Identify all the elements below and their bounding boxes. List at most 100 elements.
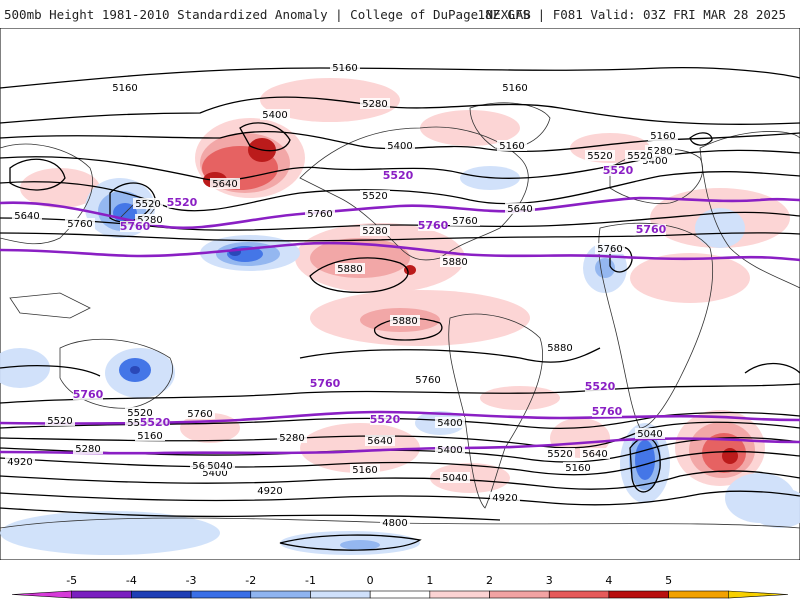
contour-label-bg xyxy=(45,415,75,426)
contour-labels: 5160 5160 5160 5160 5160 5280 5280 5280 5280 5400… xyxy=(5,62,678,529)
contour-label: 5160 xyxy=(137,431,162,442)
contour-label: 5280 xyxy=(279,433,304,444)
anomaly-area xyxy=(725,473,795,523)
highlight-contour-label-bg xyxy=(592,406,622,417)
contour-label: 5760 xyxy=(187,409,212,420)
contour-label: 5520 xyxy=(47,416,72,427)
indonesia-coast xyxy=(9,292,91,319)
contour-label-bg xyxy=(5,456,35,467)
colorbar-tick-label: -2 xyxy=(245,574,256,587)
africa-coast xyxy=(598,222,714,429)
map-panel[interactable]: 5160 5160 5160 5160 5160 5280 5280 5280 5280 5400… xyxy=(0,27,800,561)
contour-label-bg xyxy=(73,443,103,454)
anomaly-area xyxy=(420,110,520,146)
contour-label-bg xyxy=(360,190,390,201)
colorbar-segment xyxy=(11,590,72,599)
contour-label: 5280 xyxy=(647,146,672,157)
contour-label: 5880 xyxy=(547,343,572,354)
contour-label-bg xyxy=(210,178,240,189)
contour-label-bg xyxy=(65,218,95,229)
contour-label: 5160 xyxy=(332,63,357,74)
contour-label-bg xyxy=(133,198,163,209)
highlight-contour-label: 5520 xyxy=(383,169,414,182)
map-header: 500mb Height 1981-2010 Standardized Anom… xyxy=(0,0,800,28)
contour-label-bg xyxy=(380,517,410,528)
contour-label-bg xyxy=(135,214,165,225)
contour-line xyxy=(239,122,291,152)
contour-label: 5160 xyxy=(565,463,590,474)
anomaly-area xyxy=(340,540,380,550)
contour-label-bg xyxy=(335,263,365,274)
colorbar-segment xyxy=(489,590,550,599)
colorbar-tick-label: -4 xyxy=(126,574,137,587)
contour-label-bg xyxy=(185,408,215,419)
colorbar-segment xyxy=(369,590,431,599)
colorbar-segment xyxy=(71,590,132,599)
contour-line xyxy=(0,450,800,476)
contour-label-bg xyxy=(490,492,520,503)
contour-line xyxy=(0,67,800,89)
contour-line xyxy=(744,362,800,374)
contour-label-bg xyxy=(500,82,530,93)
contour-label: 5280 xyxy=(137,215,162,226)
colorbar-tick-label: 4 xyxy=(605,574,612,587)
anomaly-area xyxy=(722,448,738,464)
highlight-contour-label-bg xyxy=(603,165,633,176)
anomaly-area xyxy=(480,386,560,410)
contour-label-bg xyxy=(545,448,575,459)
contour-label-bg xyxy=(330,62,360,73)
contour-label: 4920 xyxy=(7,457,32,468)
south-america-coast xyxy=(448,313,544,509)
colorbar-tick-label: 0 xyxy=(367,574,374,587)
contour-label: 5880 xyxy=(442,257,467,268)
contour-label: 5760 xyxy=(67,219,92,230)
contour-label: 5640 xyxy=(507,204,532,215)
highlight-contour-label-bg xyxy=(120,221,150,232)
contour-line xyxy=(689,132,713,146)
highlight-contour-label-bg xyxy=(383,170,413,181)
contour-label: 5760 xyxy=(452,216,477,227)
contour-line xyxy=(0,436,800,463)
highlight-contour-label-bg xyxy=(418,220,448,231)
contour-label-bg xyxy=(390,315,420,326)
highlight-contour-label: 5760 xyxy=(636,223,667,236)
colorbar-segment xyxy=(608,590,669,599)
contour-label-bg xyxy=(255,485,285,496)
world-map: 5160 5160 5160 5160 5160 5280 5280 5280 5280 5400… xyxy=(0,27,800,561)
highlight-contour-label-bg xyxy=(370,414,400,425)
contour-label-bg xyxy=(385,140,415,151)
highlight-contour-label: 5760 xyxy=(73,388,104,401)
colorbar-segment xyxy=(250,590,311,599)
highlight-contour-label-bg xyxy=(73,389,103,400)
contour-line xyxy=(0,232,800,242)
contour-label-bg xyxy=(450,215,480,226)
contour-label: 5040 xyxy=(442,473,467,484)
contour-label: 5040 xyxy=(207,461,232,472)
highlight-contour-label: 5520 xyxy=(603,164,634,177)
contour-line xyxy=(279,534,422,551)
colorbar-segment xyxy=(668,590,729,599)
contour-label-bg xyxy=(440,472,470,483)
contour-label: 5760 xyxy=(597,244,622,255)
contour-label: 5400 xyxy=(202,468,227,479)
highlight-contour-label: 5760 xyxy=(120,220,151,233)
contour-label-bg xyxy=(580,448,610,459)
contour-label-bg xyxy=(12,210,42,221)
anomaly-area xyxy=(130,366,140,374)
contour-label: 5160 xyxy=(650,131,675,142)
contour-label: 5880 xyxy=(337,264,362,275)
highlight-contour-label-bg xyxy=(140,417,170,428)
contour-label: 5640 xyxy=(367,436,392,447)
contour-label: 5280 xyxy=(362,99,387,110)
contour-label: 5640 xyxy=(212,179,237,190)
contour-label-bg xyxy=(648,130,678,141)
contour-label: 5160 xyxy=(499,141,524,152)
contour-line xyxy=(0,421,800,449)
contour-label-bg xyxy=(200,467,230,478)
highlight-contour-label: 5760 xyxy=(310,377,341,390)
contour-label-bg xyxy=(260,109,290,120)
contour-label-bg xyxy=(545,342,575,353)
colorbar-tick-label: 1 xyxy=(426,574,433,587)
contour-label-bg xyxy=(413,374,443,385)
contour-label-bg xyxy=(625,150,655,161)
